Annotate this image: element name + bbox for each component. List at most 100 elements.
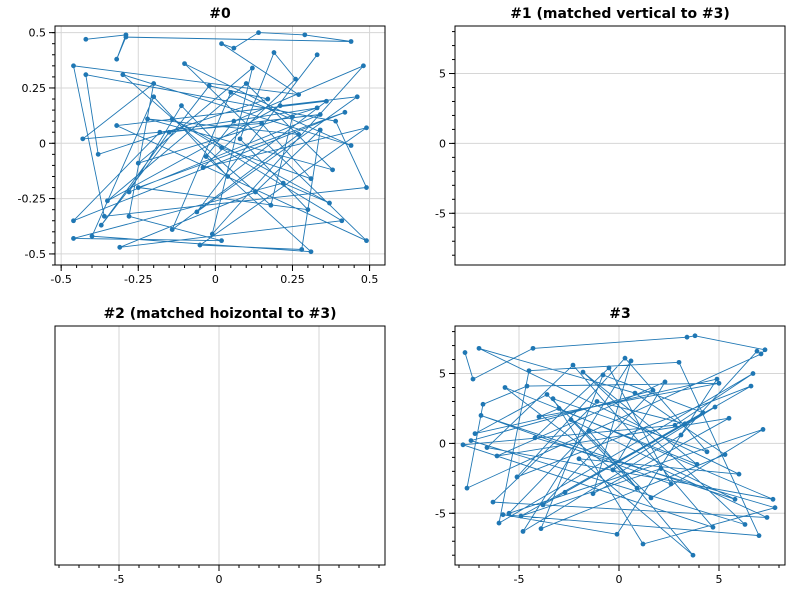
data-point xyxy=(648,495,654,501)
data-point xyxy=(590,491,596,497)
data-point xyxy=(594,399,600,404)
data-point xyxy=(95,151,101,157)
data-point xyxy=(478,413,484,418)
data-point xyxy=(354,94,360,100)
data-point xyxy=(225,174,231,179)
y-tick-label: 5 xyxy=(439,68,446,81)
data-point xyxy=(200,165,206,171)
data-point xyxy=(348,143,354,148)
data-point xyxy=(280,180,286,186)
data-point xyxy=(472,431,478,437)
data-point xyxy=(194,209,200,215)
data-point xyxy=(101,213,107,219)
data-point xyxy=(219,238,224,244)
data-point xyxy=(514,474,520,480)
y-tick-label: -5 xyxy=(435,507,446,520)
x-tick-label: 0 xyxy=(216,573,223,586)
data-point xyxy=(710,524,716,530)
x-tick-label: 0 xyxy=(212,273,219,286)
data-point xyxy=(237,136,243,142)
data-point xyxy=(259,120,265,126)
data-point xyxy=(203,154,209,159)
data-point xyxy=(556,406,562,411)
data-point xyxy=(206,83,212,89)
data-point xyxy=(490,499,496,505)
data-point xyxy=(249,65,255,71)
data-point xyxy=(520,529,526,534)
axes-frame xyxy=(454,325,786,566)
data-point xyxy=(169,116,175,122)
data-point xyxy=(496,520,502,526)
data-point xyxy=(538,526,544,532)
data-point xyxy=(704,449,710,455)
data-point xyxy=(690,552,696,558)
data-point xyxy=(126,189,132,195)
data-point xyxy=(676,359,682,365)
y-tick-label: 0.25 xyxy=(22,82,47,95)
y-tick-label: 5 xyxy=(439,368,446,381)
data-point xyxy=(296,132,302,137)
data-point xyxy=(506,510,512,516)
data-point xyxy=(732,496,738,502)
data-point xyxy=(293,76,298,82)
subplot-1: 5 0 -5 #1 (matched vertical to #3) xyxy=(435,6,786,266)
data-point xyxy=(502,385,508,390)
data-point xyxy=(126,213,132,219)
data-point xyxy=(518,513,524,519)
y-tick-label: -0.5 xyxy=(25,248,46,261)
data-point xyxy=(770,496,776,502)
x-tick-label: 0.5 xyxy=(361,273,379,286)
subplot-3: -5 0 5 5 0 -5 #3 xyxy=(435,306,786,586)
data-point xyxy=(568,417,574,423)
axes-frame xyxy=(54,325,386,566)
data-point xyxy=(145,116,150,122)
data-point xyxy=(610,467,616,473)
data-point xyxy=(105,198,110,204)
x-tick-label: 5 xyxy=(316,573,323,586)
data-point xyxy=(308,249,314,255)
data-point xyxy=(540,502,546,508)
data-point xyxy=(550,396,556,402)
data-point xyxy=(114,56,120,62)
data-point xyxy=(726,415,732,421)
data-point xyxy=(317,112,323,117)
data-point xyxy=(209,231,215,237)
data-point xyxy=(632,390,638,396)
axes-frame xyxy=(54,25,386,266)
data-point xyxy=(736,471,742,477)
data-point xyxy=(650,387,656,393)
data-point xyxy=(179,103,184,109)
data-point xyxy=(672,422,678,428)
x-tick-label: 0 xyxy=(616,573,623,586)
data-point xyxy=(302,32,308,38)
data-point xyxy=(342,109,348,115)
data-point xyxy=(526,368,532,374)
data-point xyxy=(361,63,366,69)
data-point xyxy=(151,81,157,86)
data-point xyxy=(71,236,76,241)
x-tick-label: -5 xyxy=(114,573,125,586)
series-line xyxy=(462,335,777,556)
subplot-title: #1 (matched vertical to #3) xyxy=(510,6,730,22)
data-point xyxy=(742,522,748,527)
data-point xyxy=(634,485,640,491)
x-tick-label: -0.5 xyxy=(50,273,71,286)
data-point xyxy=(462,350,468,355)
data-point xyxy=(622,355,628,361)
subplot-title: #0 xyxy=(209,6,231,22)
data-point xyxy=(532,435,538,441)
data-point xyxy=(330,167,335,173)
axes-frame xyxy=(454,25,786,266)
data-point xyxy=(722,452,728,457)
data-point xyxy=(712,404,718,410)
x-tick-label: -0.25 xyxy=(124,273,152,286)
data-point xyxy=(748,383,754,389)
data-point xyxy=(500,512,506,518)
data-point xyxy=(231,45,237,51)
data-point xyxy=(364,125,369,131)
data-point xyxy=(169,227,175,232)
data-point xyxy=(117,244,123,250)
data-point xyxy=(484,445,490,450)
data-point xyxy=(324,98,329,104)
